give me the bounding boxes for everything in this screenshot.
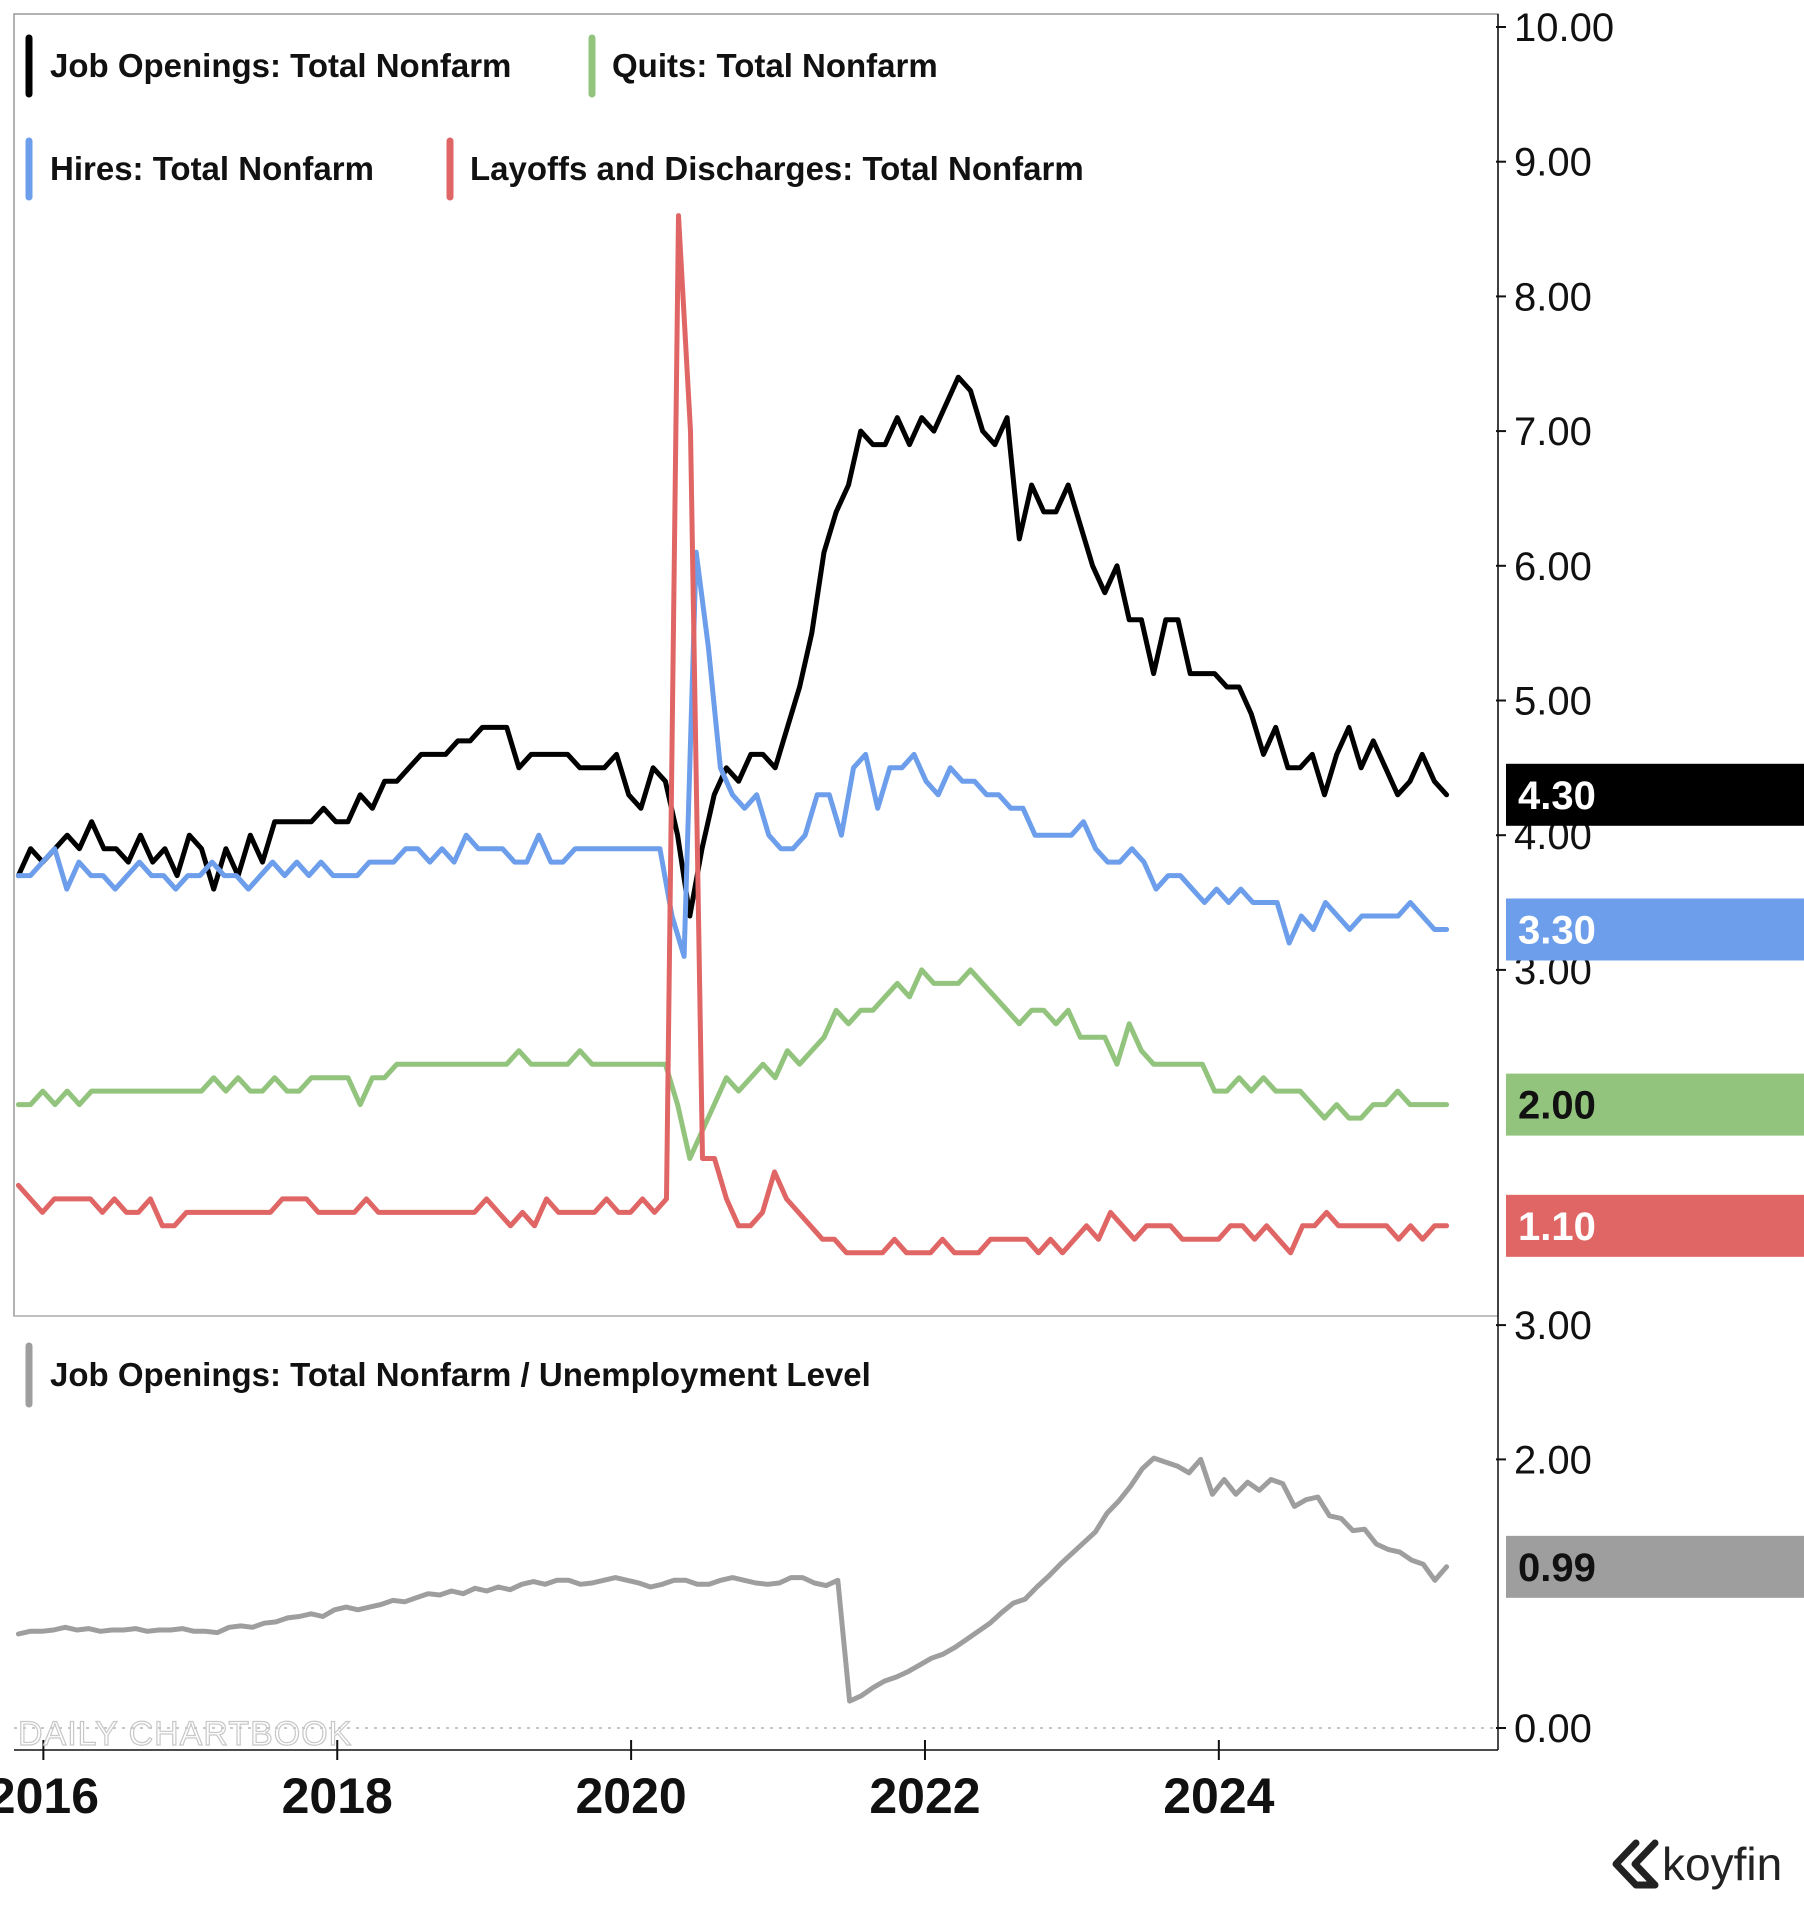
watermark: DAILY CHARTBOOK [18,1715,352,1753]
top-ytick-label: 5.00 [1514,680,1592,724]
xtick-label: 2016 [0,1768,99,1824]
legend-label-job-openings: Job Openings: Total Nonfarm [50,47,511,84]
series-line-job-openings-total-nonfarm [15,374,1450,919]
top-ytick-label: 6.00 [1514,545,1592,589]
y-axis-ticks: 10.009.008.007.006.005.004.003.003.002.0… [1496,6,1614,1751]
bottom-ytick-label: 0.00 [1514,1707,1592,1751]
last-value-label-hires-total-nonfarm: 3.30 [1518,908,1596,952]
bottom-ytick-label: 3.00 [1514,1304,1592,1348]
series-line-job-openings-total-nonfarm-unemployment-level [15,1455,1450,1704]
last-value-label-job-openings-total-nonfarm: 4.30 [1518,774,1596,818]
series-lines [15,213,1450,1704]
last-value-badge-job-openings-total-nonfarm [1506,763,1804,826]
last-value-badge-hires-total-nonfarm [1506,898,1804,961]
xtick-label: 2018 [282,1768,393,1824]
top-ytick-label: 10.00 [1514,6,1614,50]
xtick-label: 2022 [869,1768,980,1824]
last-value-badges: 4.30 2.00 3.30 1.10 0.99 [1506,763,1804,1598]
legend-bottom: Job Openings: Total Nonfarm / Unemployme… [25,1342,871,1408]
last-value-label-quits-total-nonfarm: 2.00 [1518,1084,1596,1128]
last-value-badge-layoffs-and-discharges-total-nonfarm [1506,1194,1804,1257]
last-value-badge-quits-total-nonfarm [1506,1073,1804,1136]
x-axis-ticks: 2016 2018 2020 2022 2024 [0,1740,1275,1824]
legend-label-ratio: Job Openings: Total Nonfarm / Unemployme… [50,1356,871,1393]
top-ytick-label: 8.00 [1514,275,1592,319]
bottom-ytick-label: 2.00 [1514,1438,1592,1482]
last-value-label-job-openings-total-nonfarm-unemployment-level: 0.99 [1518,1546,1596,1590]
koyfin-logo: koyfin [1612,1838,1782,1890]
top-ytick-label: 9.00 [1514,141,1592,185]
legend-label-hires: Hires: Total Nonfarm [50,150,374,187]
series-line-quits-total-nonfarm [15,967,1450,1161]
series-line-layoffs-and-discharges-total-nonfarm [15,213,1450,1256]
legend-label-layoffs: Layoffs and Discharges: Total Nonfarm [470,150,1084,187]
legend-top: Job Openings: Total Nonfarm Quits: Total… [25,34,1084,201]
legend-label-quits: Quits: Total Nonfarm [612,47,938,84]
last-value-label-layoffs-and-discharges-total-nonfarm: 1.10 [1518,1205,1596,1249]
series-line-hires-total-nonfarm [15,549,1450,959]
koyfin-brand-text: koyfin [1662,1838,1782,1890]
xtick-label: 2020 [575,1768,686,1824]
top-panel-frame [13,13,1499,1317]
xtick-label: 2024 [1163,1768,1274,1824]
last-value-badge-job-openings-total-nonfarm-unemployment-level [1506,1535,1804,1598]
koyfin-logo-icon [1612,1839,1659,1889]
top-ytick-label: 7.00 [1514,410,1592,454]
